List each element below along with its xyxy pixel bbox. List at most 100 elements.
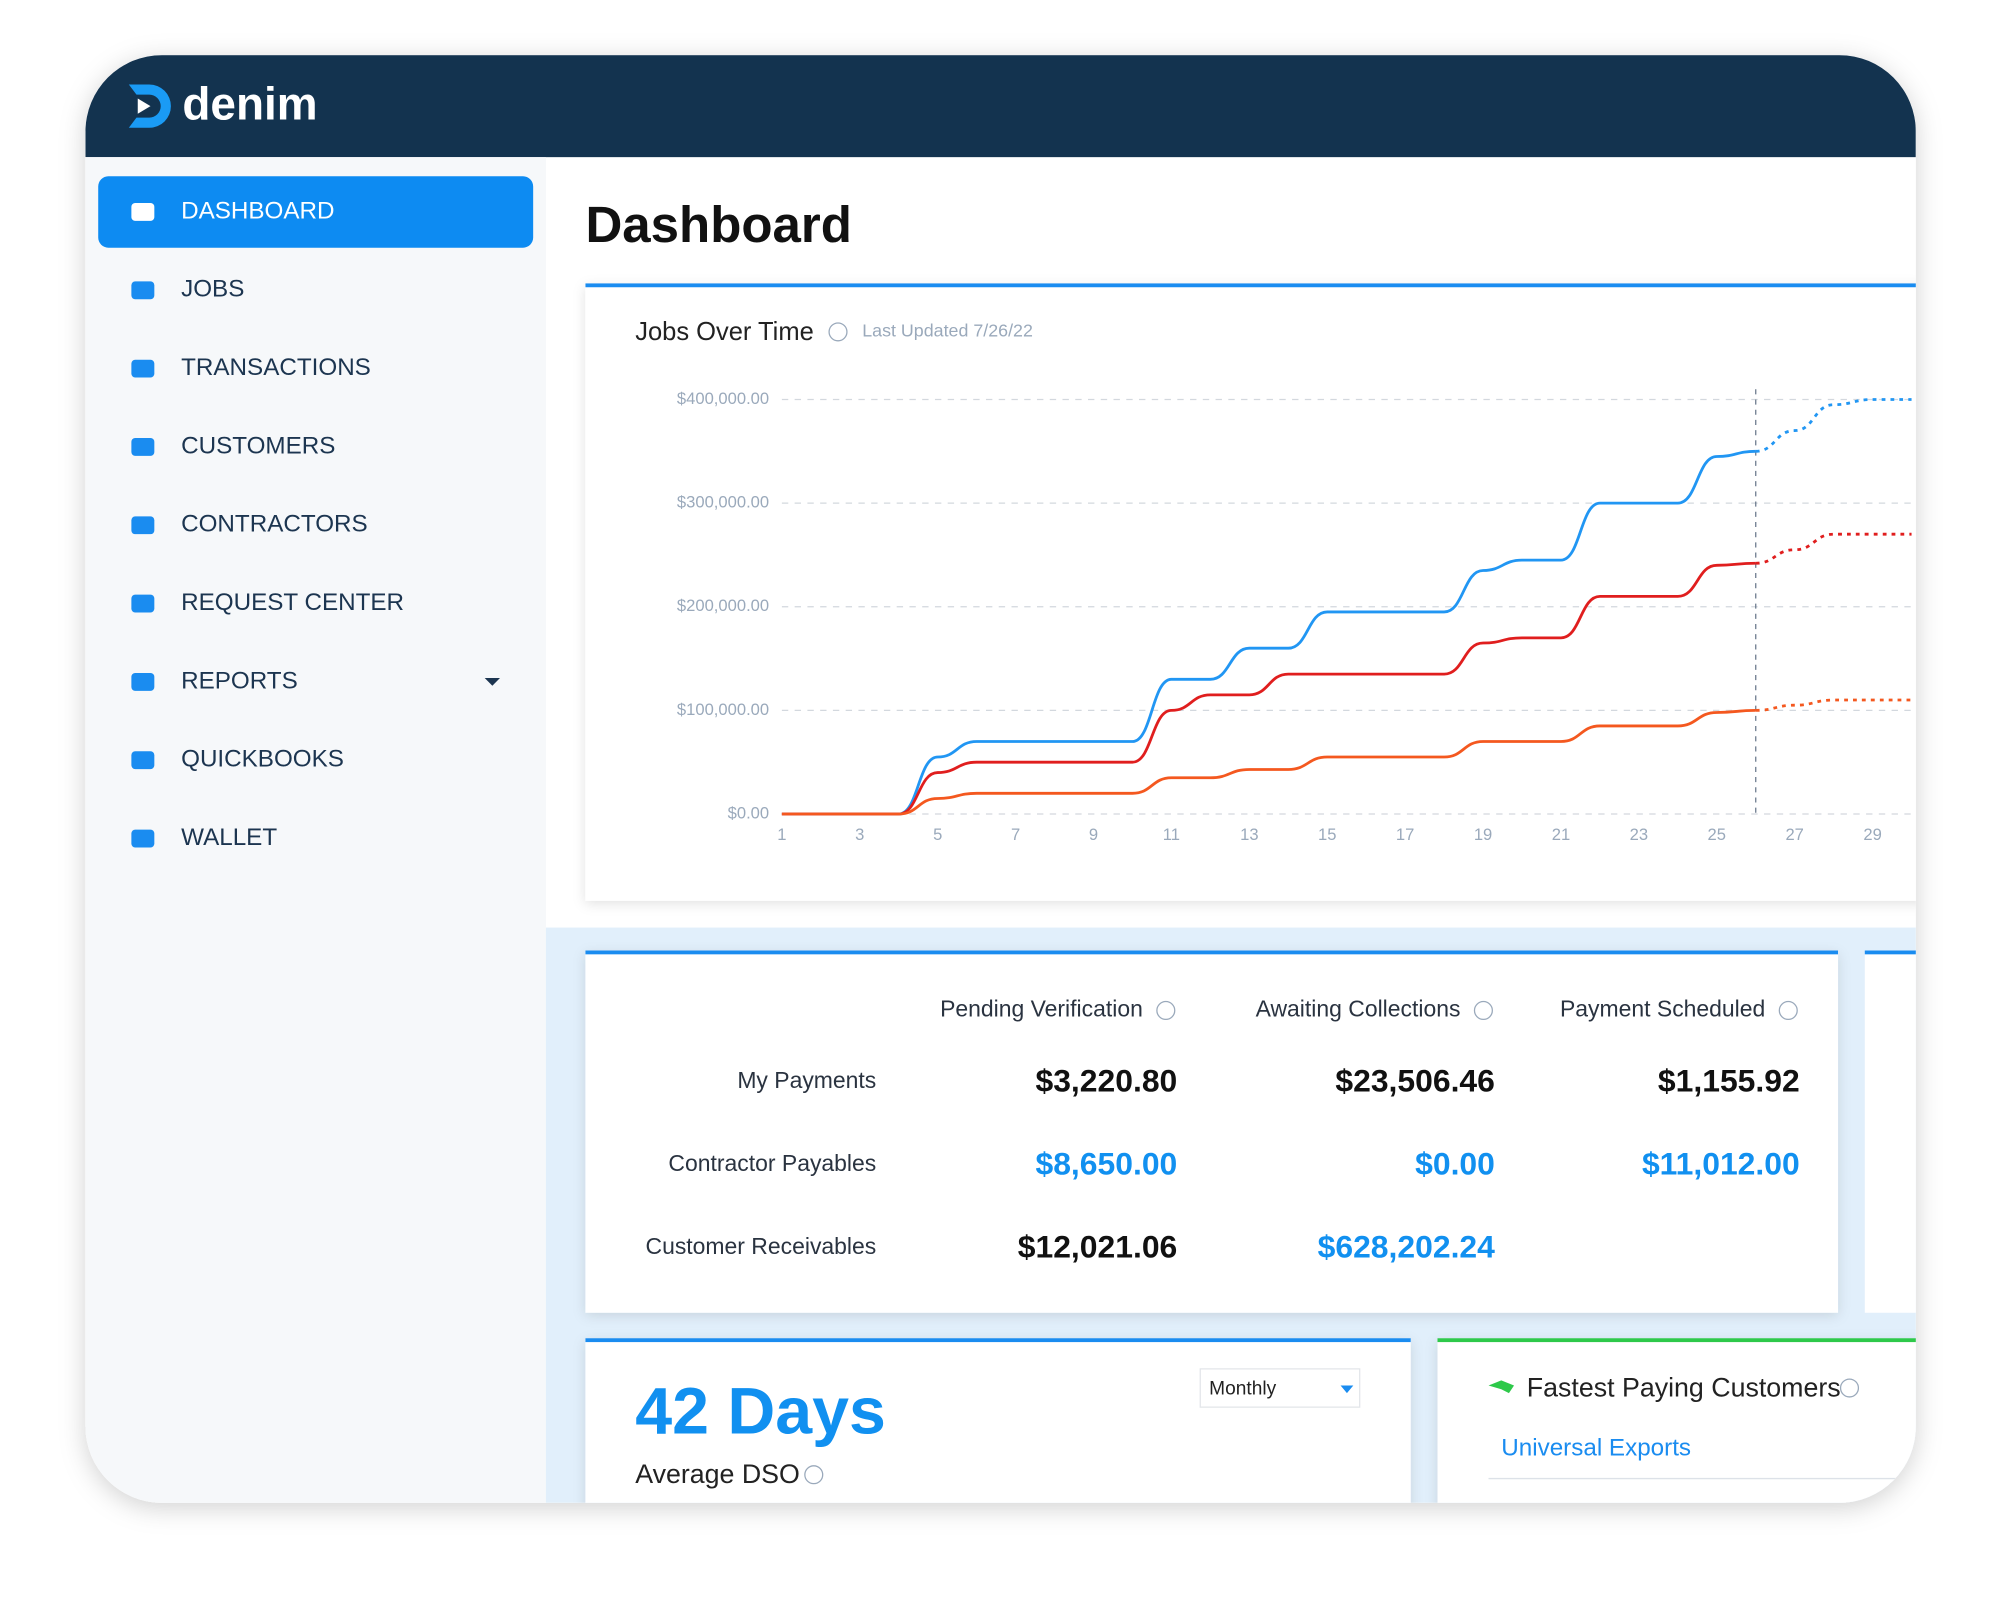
nav-icon — [131, 516, 155, 535]
card — [585, 951, 1839, 1313]
fastest-card: Fastest Paying Customers Universal Expor… — [1437, 1338, 1916, 1503]
page-title: Dashboard — [585, 196, 851, 253]
nav-icon — [131, 438, 155, 456]
y-tick-label: $300,000.00 — [677, 492, 769, 511]
column-header: Payment Scheduled — [1560, 996, 1765, 1022]
chart: $0.00 $100,000.00 $200,000.00 $300,000.00 $4… — [677, 389, 1916, 844]
top-bar — [85, 55, 1916, 158]
line-actual — [781, 449, 1756, 816]
x-tick-label: 15 — [1318, 825, 1336, 844]
amount: $12,021.06 — [1018, 1228, 1178, 1264]
dso-value: 42 Days — [635, 1375, 886, 1449]
period-select[interactable] — [1199, 1368, 1361, 1408]
sidebar-nav: DASHBOARD JOBS TRANSACTIONS CUSTOMERS CONTRA… — [98, 176, 534, 851]
nav-item[interactable]: CUSTOMERS — [181, 432, 335, 459]
amount: $23,506.46 — [1335, 1063, 1495, 1099]
dropdown-caret[interactable] — [484, 678, 500, 686]
nav-item[interactable]: QUICKBOOKS — [181, 746, 344, 773]
nav-item[interactable]: REQUEST CENTER — [181, 589, 404, 616]
nav-icon — [131, 203, 155, 221]
x-tick-label: 7 — [1011, 825, 1020, 844]
nav-item[interactable]: JOBS — [181, 276, 244, 303]
nav-icon — [131, 281, 155, 300]
payments-table: Pending Verification Awaiting Collections… — [646, 996, 1800, 1265]
dso-card: 42 Days Average DSO Monthly — [585, 1338, 1411, 1503]
info-icon[interactable] — [1156, 1000, 1176, 1021]
line-projected — [1755, 398, 1912, 453]
nav-icon — [131, 751, 155, 770]
nav-item-active-bg[interactable] — [98, 176, 534, 248]
x-tick-label: 1 — [777, 825, 786, 844]
card-accent — [585, 1338, 1411, 1343]
x-tick-label: 23 — [1630, 825, 1648, 844]
column-header: Pending Verification — [940, 996, 1143, 1022]
x-tick-label: 29 — [1863, 825, 1881, 844]
nav-item[interactable]: WALLET — [181, 824, 277, 851]
card-accent — [1437, 1338, 1916, 1343]
handshake-icon — [1488, 1380, 1515, 1394]
x-tick-label: 21 — [1552, 825, 1570, 844]
card — [585, 1339, 1411, 1503]
logo-icon-mark — [137, 98, 151, 114]
y-tick-label: $200,000.00 — [677, 596, 769, 615]
chart-card: Jobs Over Time Last Updated 7/26/22 $0.0… — [585, 283, 1916, 901]
card-accent — [585, 950, 1839, 955]
x-tick-label: 5 — [933, 825, 942, 844]
brand: denim — [182, 78, 317, 130]
x-tick-label: 3 — [855, 825, 864, 844]
x-tick-label: 13 — [1240, 825, 1258, 844]
amount[interactable]: $628,202.24 — [1318, 1228, 1496, 1264]
amount: $3,220.80 — [1035, 1063, 1177, 1099]
card-title: Fastest Paying Customers — [1527, 1372, 1841, 1402]
card-accent — [585, 283, 1916, 288]
info-icon[interactable] — [1839, 1378, 1860, 1398]
x-tick-label: 25 — [1708, 825, 1726, 844]
card — [585, 284, 1916, 901]
line-actual — [781, 561, 1756, 816]
payments-card: Pending Verification Awaiting Collections… — [585, 950, 1916, 1313]
amount[interactable]: $8,650.00 — [1035, 1145, 1177, 1181]
nav-item[interactable]: DASHBOARD — [181, 197, 334, 224]
row-label: Customer Receivables — [646, 1233, 877, 1259]
nav-item[interactable]: REPORTS — [181, 667, 298, 694]
nav-item[interactable]: CONTRACTORS — [181, 511, 368, 538]
chart-subtitle: Last Updated 7/26/22 — [862, 321, 1033, 341]
row-label: My Payments — [737, 1067, 876, 1093]
x-tick-label: 9 — [1089, 825, 1098, 844]
column-header: Awaiting Collections — [1256, 996, 1461, 1022]
dso-label: Average DSO — [635, 1459, 800, 1489]
x-tick-label: 27 — [1785, 825, 1803, 844]
customer-link[interactable]: Universal Exports — [1501, 1435, 1691, 1462]
line-actual — [781, 708, 1756, 816]
card-accent — [1864, 950, 1916, 955]
y-tick-label: $400,000.00 — [677, 389, 769, 408]
x-tick-label: 17 — [1396, 825, 1414, 844]
chart-title: Jobs Over Time — [635, 318, 814, 346]
customer-list: Universal Exports — [1488, 1435, 1916, 1480]
nav-icon — [131, 359, 155, 378]
info-icon[interactable] — [1778, 1000, 1798, 1021]
logo-icon — [128, 84, 171, 128]
amount[interactable]: $0.00 — [1415, 1145, 1495, 1181]
line-projected — [1755, 532, 1912, 565]
amount[interactable]: $11,012.00 — [1642, 1145, 1800, 1181]
info-icon[interactable] — [1473, 1000, 1493, 1021]
x-tick-label: 19 — [1474, 825, 1492, 844]
x-tick-label: 11 — [1163, 825, 1180, 844]
nav-icon — [131, 594, 155, 613]
nav-item[interactable]: TRANSACTIONS — [181, 354, 371, 381]
info-icon[interactable] — [828, 322, 848, 342]
row-label: Contractor Payables — [668, 1150, 876, 1176]
y-tick-label: $100,000.00 — [677, 700, 769, 719]
info-icon[interactable] — [804, 1465, 824, 1485]
y-tick-label: $0.00 — [728, 803, 770, 822]
nav-icon — [131, 829, 155, 848]
nav-icon — [131, 672, 155, 691]
period-value[interactable]: Monthly — [1209, 1378, 1276, 1399]
card-partial — [1864, 951, 1916, 1313]
amount: $1,155.92 — [1658, 1063, 1800, 1099]
card — [1437, 1339, 1916, 1503]
select-caret[interactable] — [1340, 1385, 1354, 1394]
